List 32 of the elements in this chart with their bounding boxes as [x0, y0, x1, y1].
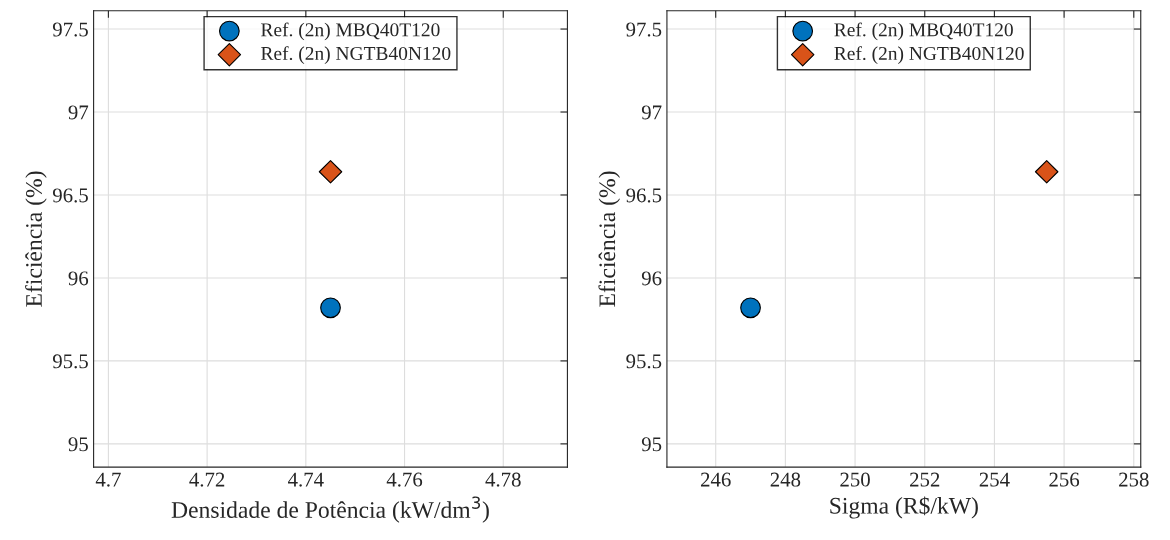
x-tick-label: 4.74: [288, 472, 324, 487]
x-axis-title: Densidade de Potência (kW/dm$^{3}$): [171, 496, 489, 523]
legend-label: Ref. (2n) NGTB40N120: [834, 46, 1024, 64]
x-tick-label: 4.7: [95, 472, 121, 487]
y-tick-label: 97.5: [626, 22, 662, 37]
x-axis-title: Sigma (R$/kW): [830, 496, 978, 519]
x-tick-label: 246: [700, 472, 731, 487]
y-tick-label: 95.5: [52, 354, 88, 369]
y-tick-label: 96: [68, 271, 89, 286]
y-tick-label: 95: [68, 437, 88, 452]
x-tick-label: 4.76: [386, 472, 423, 487]
legend-label: Ref. (2n) MBQ40T120: [834, 22, 1013, 41]
x-tick-label: 250: [840, 472, 870, 487]
y-tick-label: 96.5: [626, 188, 662, 203]
x-tick-label: 248: [770, 472, 801, 487]
x-tick-label: 252: [910, 472, 940, 487]
y-tick-label: 96.5: [52, 188, 88, 203]
y-tick-label: 97: [641, 105, 662, 120]
x-tick-label: 256: [1049, 472, 1080, 487]
x-tick-label: 254: [979, 472, 1010, 487]
x-tick-label: 4.72: [189, 472, 225, 487]
y-axis-title: Eficiência (%): [598, 171, 621, 307]
y-tick-label: 97: [68, 105, 89, 120]
y-axis-title: Eficiência (%): [25, 171, 47, 307]
y-tick-label: 96: [641, 271, 662, 286]
legend-label: Ref. (2n) MBQ40T120: [261, 22, 440, 41]
y-tick-label: 97.5: [52, 22, 88, 37]
y-tick-label: 95.5: [626, 354, 662, 369]
legend-label: Ref. (2n) NGTB40N120: [261, 46, 451, 64]
x-tick-label: 4.78: [485, 472, 521, 487]
y-tick-label: 95: [641, 437, 662, 452]
x-tick-label: 258: [1119, 472, 1149, 487]
